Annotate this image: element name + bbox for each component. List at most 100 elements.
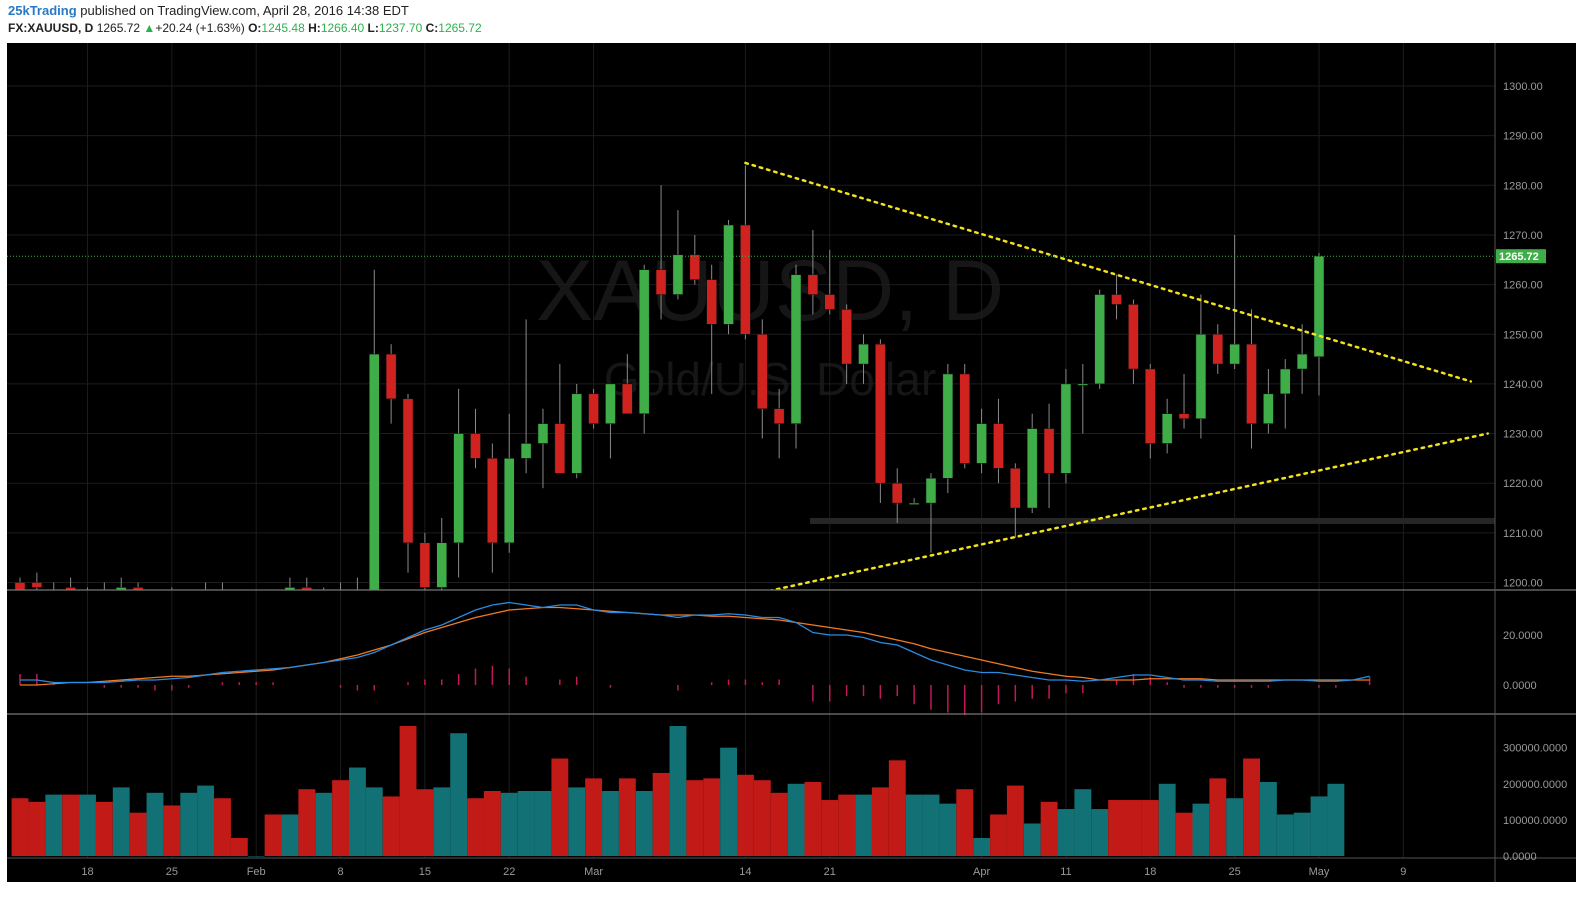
price-tick-label: 1230.00 [1503,429,1543,441]
volume-bar [1226,798,1244,856]
candle-body [571,393,582,474]
x-tick-label: 11 [1060,866,1071,878]
candle-body [757,334,768,409]
volume-bar [1125,800,1142,856]
volume-bar [1243,758,1260,856]
volume-bar [146,792,164,856]
last-price-tag-label: 1265.72 [1499,251,1539,263]
x-tick-label: Mar [584,866,603,878]
x-tick-label: 21 [824,866,836,878]
volume-bar [62,794,80,856]
candle-body [638,269,650,414]
publisher-link[interactable]: 25kTrading [8,3,77,18]
x-tick-label: 15 [419,866,431,878]
volume-bar [365,787,383,856]
volume-bar [500,792,518,856]
candle-body [436,542,447,588]
volume-bar [264,814,282,856]
price-tick-label: 1300.00 [1503,81,1543,93]
ohlc-header: FX:XAUUSD, D 1265.72 ▲+20.24 (+1.63%) O:… [8,21,482,35]
candle-body [959,373,970,464]
volume-bar [399,726,417,856]
published-text: published on TradingView.com, April 28, … [80,3,409,18]
trendline-upper [744,161,1473,383]
macd-tick-label: 0.0000 [1503,680,1537,692]
candle-body [689,254,701,280]
volume-bar [821,800,839,856]
price-tick-label: 1240.00 [1503,379,1543,391]
candle-body [1077,383,1089,386]
volume-bar [1057,809,1075,856]
volume-tick-label: 0.0000 [1503,851,1537,863]
volume-bar [416,789,434,856]
candle-body [487,458,498,544]
candle-body [1280,368,1291,395]
volume-bar [1192,803,1210,856]
volume-bar [197,785,215,856]
candle-body [1145,368,1156,444]
change-up-icon: ▲ [143,21,156,35]
candle-body [1263,393,1274,424]
watermark-description: Gold/U.S. Dollar [604,353,936,405]
candle-body [554,423,566,474]
candle-body [891,482,903,504]
x-tick-label: 18 [1144,866,1156,878]
volume-bar [433,787,451,856]
candle-body [672,254,684,295]
candle-body [419,542,431,588]
close-value: 1265.72 [438,21,482,35]
volume-bar [349,767,366,856]
x-tick-label: 25 [166,866,178,878]
volume-bar [315,792,333,856]
open-label: O: [248,21,262,35]
candle-body [1094,294,1105,385]
candle-body [132,587,144,590]
volume-bar [737,774,754,856]
volume-bar [973,837,991,856]
volume-bar [247,856,265,857]
volume-bar [450,733,468,856]
x-tick-label: Apr [973,866,990,878]
volume-bar [585,778,603,856]
candle-body [453,433,464,544]
price-tick-label: 1260.00 [1503,280,1543,292]
volume-bar [669,726,687,856]
volume-bar [112,787,130,856]
watermark-symbol: XAUUSD, D [536,243,1004,339]
candle-body [1229,343,1240,365]
candle-body [605,383,616,424]
candle-body [908,502,920,505]
candle-body [622,383,633,414]
candle-body [1161,413,1173,444]
volume-bar [1006,785,1024,856]
x-tick-label: Feb [247,866,266,878]
volume-bar [838,794,856,856]
volume-tick-label: 300000.0000 [1503,743,1567,755]
candle-body [790,274,802,424]
volume-bar [602,791,619,856]
candle-body [470,433,481,459]
low-value: 1237.70 [378,21,423,35]
price-tick-label: 1210.00 [1503,528,1543,540]
price-tick-label: 1270.00 [1503,230,1543,242]
volume-bar [905,794,923,856]
x-tick-label: 25 [1229,866,1241,878]
candle-body [942,373,954,479]
candle-body [1195,334,1207,419]
price-tick-label: 1220.00 [1503,478,1543,490]
x-tick-label: 9 [1400,866,1406,878]
volume-bar [635,791,653,856]
macd-line [20,601,1370,684]
chart-canvas[interactable]: XAUUSD, D Gold/U.S. Dollar 18 25 Feb 8 15 22 M… [0,40,1596,907]
volume-bar [787,783,805,856]
volume-bar [871,787,889,856]
x-tick-label: 14 [739,866,751,878]
candle-body [1246,343,1257,424]
candle-body [858,343,869,365]
volume-bar [163,805,181,856]
volume-bar [79,794,96,856]
volume-bar [922,794,940,856]
price-tick-label: 1290.00 [1503,131,1543,143]
price-tick-label: 1200.00 [1503,578,1543,590]
candle-body [31,582,43,588]
